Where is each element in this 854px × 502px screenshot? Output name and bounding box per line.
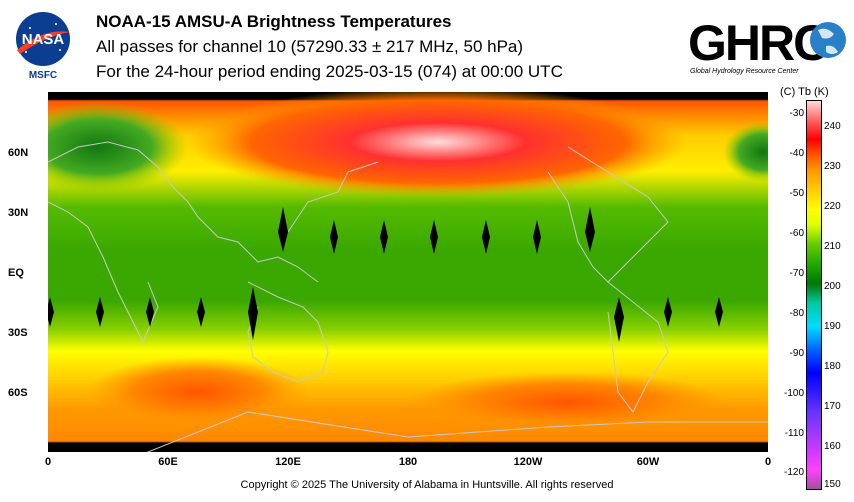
cb-k-tick: 210 <box>824 241 841 252</box>
cb-k-tick: 180 <box>824 361 841 372</box>
cb-k-tick: 150 <box>824 479 841 490</box>
brightness-temperature-map <box>48 92 768 452</box>
cb-c-tick: -70 <box>789 268 804 279</box>
colorbar <box>806 100 822 490</box>
copyright-notice: Copyright © 2025 The University of Alaba… <box>240 479 614 491</box>
x-tick-60w: 60W <box>636 456 660 468</box>
cb-k-tick: 190 <box>824 321 841 332</box>
cb-k-tick: 230 <box>824 161 841 172</box>
cb-k-tick: 170 <box>824 401 841 412</box>
msfc-logo-text: MSFC <box>29 70 57 80</box>
y-tick-eq: EQ <box>8 267 24 279</box>
cb-c-tick: -90 <box>789 348 804 359</box>
cb-c-tick: -100 <box>783 388 804 399</box>
map-title: NOAA-15 AMSU-A Brightness Temperatures <box>96 12 452 31</box>
x-tick-120e: 120E <box>275 456 301 468</box>
cb-c-tick: -30 <box>789 108 804 119</box>
x-tick-0: 0 <box>44 456 52 468</box>
cb-c-tick: -110 <box>784 428 804 439</box>
cb-c-tick: -40 <box>789 148 804 159</box>
x-tick-180: 180 <box>398 456 418 468</box>
coastlines <box>48 141 768 452</box>
cb-k-tick: 200 <box>824 281 841 292</box>
data-gaps <box>48 207 723 342</box>
cb-c-tick: -50 <box>789 188 804 199</box>
cb-c-tick: -120 <box>783 467 804 478</box>
ghrc-logo-text: GHRC <box>688 15 828 71</box>
ghrc-logo: GHRC Global Hydrology Resource Center <box>688 15 846 75</box>
x-tick-120w: 120W <box>513 456 543 468</box>
y-tick-30n: 30N <box>8 207 29 219</box>
x-tick-0-end: 0 <box>764 456 772 468</box>
colorbar-header: (C) Tb (K) <box>780 86 829 98</box>
ghrc-caption: Global Hydrology Resource Center <box>690 68 799 75</box>
y-tick-30s: 30S <box>8 327 28 339</box>
nasa-logo-text: NASA <box>22 31 65 48</box>
cb-k-tick: 220 <box>824 201 841 212</box>
cb-c-tick: -60 <box>789 228 804 239</box>
x-tick-60e: 60E <box>158 456 178 468</box>
cb-c-tick: -80 <box>789 308 804 319</box>
map-period: For the 24-hour period ending 2025-03-15… <box>96 62 563 81</box>
map-subtitle: All passes for channel 10 (57290.33 ± 21… <box>96 37 524 56</box>
cb-k-tick: 160 <box>824 441 841 452</box>
cb-k-tick: 240 <box>824 121 841 132</box>
y-tick-60s: 60S <box>8 387 28 399</box>
nasa-logo: NASA MSFC <box>16 12 70 80</box>
y-tick-60n: 60N <box>8 147 29 159</box>
